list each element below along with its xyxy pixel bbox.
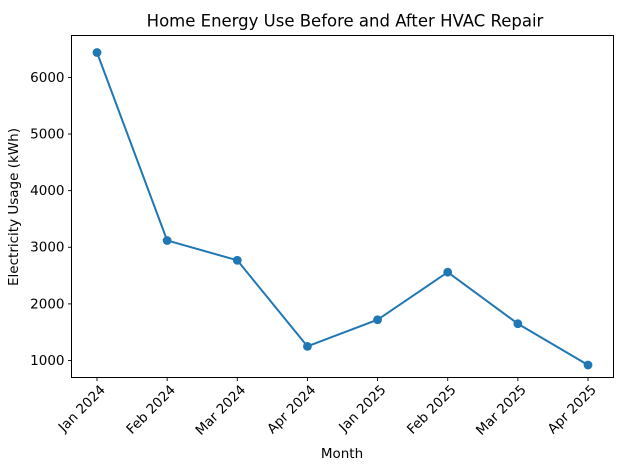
x-tick-label: Jan 2025: [335, 382, 389, 436]
x-tick-label: Apr 2025: [545, 382, 600, 437]
data-point: [513, 319, 523, 329]
y-tick-label: 4000: [30, 183, 64, 199]
x-tick-label: Mar 2024: [192, 382, 249, 439]
x-tick-label: Apr 2024: [264, 382, 319, 437]
data-point: [373, 315, 382, 325]
y-tick-label: 5000: [30, 126, 64, 142]
x-tick-label: Mar 2025: [473, 382, 530, 439]
x-tick-label: Jan 2024: [55, 382, 109, 436]
data-point: [583, 360, 593, 370]
x-axis-label: Month: [320, 446, 364, 462]
data-point: [303, 341, 312, 351]
data-point: [443, 267, 453, 277]
data-point: [92, 48, 102, 57]
x-tick-label: Feb 2025: [404, 382, 460, 438]
data-point: [232, 255, 242, 265]
y-tick-label: 6000: [30, 70, 64, 86]
chart-title: Home Energy Use Before and After HVAC Re…: [146, 11, 544, 31]
data-point: [162, 236, 172, 245]
y-tick-label: 3000: [30, 240, 64, 256]
data-line: [96, 51, 589, 367]
x-tick-label: Feb 2024: [123, 382, 179, 438]
y-axis-label: Electricity Usage (kWh): [6, 128, 22, 286]
axes-frame: [71, 35, 614, 378]
y-tick-label: 2000: [30, 296, 64, 312]
y-tick-label: 1000: [30, 353, 64, 369]
